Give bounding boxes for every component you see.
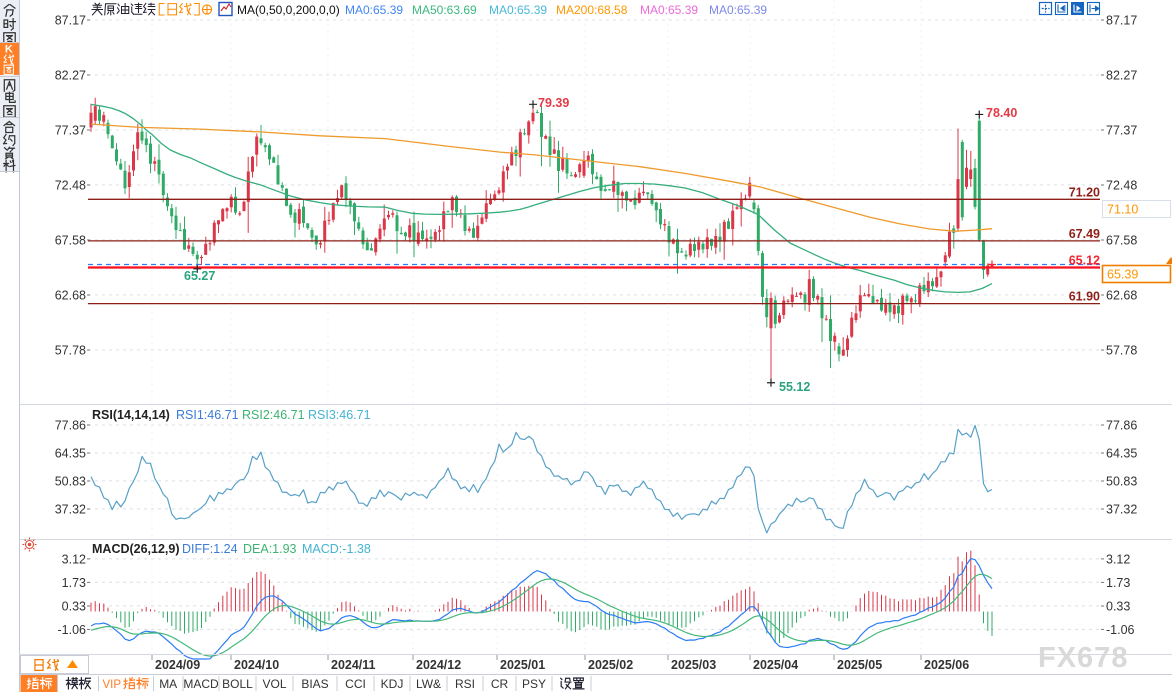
svg-text:RSI1:46.71: RSI1:46.71 <box>176 408 239 422</box>
svg-text:3.12: 3.12 <box>1106 552 1130 566</box>
svg-text:-1.06: -1.06 <box>58 623 87 637</box>
svg-text:72.48: 72.48 <box>1106 179 1137 193</box>
svg-text:BIAS: BIAS <box>301 677 328 691</box>
svg-text:2025/03: 2025/03 <box>671 658 716 672</box>
svg-text:37.32: 37.32 <box>55 502 86 516</box>
svg-text:64.35: 64.35 <box>1106 447 1137 461</box>
svg-text:MACD:-1.38: MACD:-1.38 <box>302 542 371 556</box>
svg-text:82.27: 82.27 <box>55 69 86 83</box>
svg-text:RSI3:46.71: RSI3:46.71 <box>308 408 371 422</box>
svg-text:VOL: VOL <box>262 677 286 691</box>
svg-text:MA: MA <box>159 677 177 691</box>
svg-text:77.86: 77.86 <box>1106 419 1137 433</box>
svg-text:67.49: 67.49 <box>1069 227 1100 241</box>
svg-text:CCI: CCI <box>345 677 366 691</box>
svg-text:MA0:65.39: MA0:65.39 <box>709 3 767 17</box>
svg-text:50.83: 50.83 <box>55 474 86 488</box>
svg-text:MA0:65.39: MA0:65.39 <box>640 3 698 17</box>
svg-text:MA(0,50,0,200,0,0): MA(0,50,0,200,0,0) <box>237 3 340 17</box>
svg-text:2024/10: 2024/10 <box>234 658 279 672</box>
svg-text:62.68: 62.68 <box>55 289 86 303</box>
svg-text:MA0:65.39: MA0:65.39 <box>489 3 547 17</box>
svg-text:65.39: 65.39 <box>1107 268 1138 282</box>
svg-text:79.39: 79.39 <box>538 96 569 110</box>
svg-text:50.83: 50.83 <box>1106 474 1137 488</box>
svg-text:77.86: 77.86 <box>55 419 86 433</box>
svg-text:71.20: 71.20 <box>1069 185 1100 199</box>
svg-text:MA0:65.39: MA0:65.39 <box>345 3 403 17</box>
svg-text:RSI2:46.71: RSI2:46.71 <box>242 408 305 422</box>
svg-text:67.58: 67.58 <box>1106 234 1137 248</box>
svg-text:K: K <box>5 44 13 56</box>
svg-text:2024/12: 2024/12 <box>416 658 461 672</box>
svg-text:MACD(26,12,9): MACD(26,12,9) <box>92 542 180 556</box>
svg-text:2025/02: 2025/02 <box>588 658 633 672</box>
svg-text:MA50:63.69: MA50:63.69 <box>412 3 477 17</box>
svg-text:BOLL: BOLL <box>222 677 253 691</box>
svg-text:CR: CR <box>491 677 509 691</box>
svg-text:2025/06: 2025/06 <box>924 658 969 672</box>
svg-text:87.17: 87.17 <box>1106 14 1137 28</box>
svg-text:67.58: 67.58 <box>55 234 86 248</box>
svg-text:72.48: 72.48 <box>55 179 86 193</box>
svg-text:64.35: 64.35 <box>55 447 86 461</box>
svg-text:RSI: RSI <box>455 677 475 691</box>
svg-text:2025/04: 2025/04 <box>753 658 798 672</box>
svg-text:71.10: 71.10 <box>1107 203 1138 217</box>
svg-text:65.27: 65.27 <box>184 269 215 283</box>
svg-text:DIFF:1.24: DIFF:1.24 <box>182 542 238 556</box>
svg-text:-1.06: -1.06 <box>1106 623 1135 637</box>
svg-text:3.12: 3.12 <box>62 552 86 566</box>
svg-text:78.40: 78.40 <box>986 106 1017 120</box>
svg-text:37.32: 37.32 <box>1106 502 1137 516</box>
svg-text:DEA:1.93: DEA:1.93 <box>243 542 297 556</box>
svg-text:2024/11: 2024/11 <box>331 658 376 672</box>
svg-text:65.12: 65.12 <box>1069 254 1100 268</box>
svg-text:77.37: 77.37 <box>1106 124 1137 138</box>
svg-text:82.27: 82.27 <box>1106 69 1137 83</box>
svg-text:57.78: 57.78 <box>1106 344 1137 358</box>
svg-text:0.33: 0.33 <box>1106 599 1130 613</box>
svg-text:1.73: 1.73 <box>1106 576 1130 590</box>
svg-text:2025/05: 2025/05 <box>837 658 882 672</box>
svg-text:55.12: 55.12 <box>779 380 810 394</box>
svg-text:VIP: VIP <box>103 679 122 691</box>
svg-text:KDJ: KDJ <box>381 677 404 691</box>
svg-text:RSI(14,14,14): RSI(14,14,14) <box>92 408 170 422</box>
svg-text:2024/09: 2024/09 <box>155 658 200 672</box>
svg-text:57.78: 57.78 <box>55 344 86 358</box>
svg-text:87.17: 87.17 <box>55 14 86 28</box>
svg-text:MACD: MACD <box>183 677 219 691</box>
svg-text:PSY: PSY <box>522 677 546 691</box>
svg-text:61.90: 61.90 <box>1069 290 1100 304</box>
svg-text:77.37: 77.37 <box>55 124 86 138</box>
svg-text:0.33: 0.33 <box>62 599 86 613</box>
svg-text:62.68: 62.68 <box>1106 289 1137 303</box>
svg-text:1.73: 1.73 <box>62 576 86 590</box>
svg-text:MA200:68.58: MA200:68.58 <box>556 3 628 17</box>
svg-text:2025/01: 2025/01 <box>500 658 545 672</box>
svg-text:LW&: LW& <box>416 677 441 691</box>
